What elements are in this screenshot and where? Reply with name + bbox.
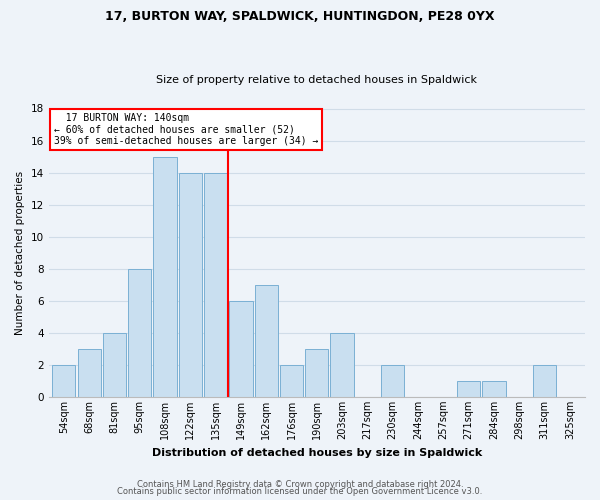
X-axis label: Distribution of detached houses by size in Spaldwick: Distribution of detached houses by size … <box>152 448 482 458</box>
Bar <box>204 172 227 397</box>
Bar <box>381 365 404 397</box>
Bar <box>154 156 176 397</box>
Text: Contains HM Land Registry data © Crown copyright and database right 2024.: Contains HM Land Registry data © Crown c… <box>137 480 463 489</box>
Bar <box>229 301 253 397</box>
Bar <box>128 268 151 397</box>
Bar <box>254 284 278 397</box>
Title: Size of property relative to detached houses in Spaldwick: Size of property relative to detached ho… <box>157 76 478 86</box>
Bar <box>103 333 126 397</box>
Bar <box>533 365 556 397</box>
Text: Contains public sector information licensed under the Open Government Licence v3: Contains public sector information licen… <box>118 487 482 496</box>
Bar <box>280 365 303 397</box>
Bar <box>52 365 76 397</box>
Bar <box>77 349 101 397</box>
Bar <box>482 381 506 397</box>
Text: 17 BURTON WAY: 140sqm
← 60% of detached houses are smaller (52)
39% of semi-deta: 17 BURTON WAY: 140sqm ← 60% of detached … <box>54 113 319 146</box>
Bar <box>179 172 202 397</box>
Text: 17, BURTON WAY, SPALDWICK, HUNTINGDON, PE28 0YX: 17, BURTON WAY, SPALDWICK, HUNTINGDON, P… <box>105 10 495 23</box>
Y-axis label: Number of detached properties: Number of detached properties <box>15 170 25 335</box>
Bar <box>305 349 328 397</box>
Bar <box>457 381 480 397</box>
Bar <box>331 333 354 397</box>
